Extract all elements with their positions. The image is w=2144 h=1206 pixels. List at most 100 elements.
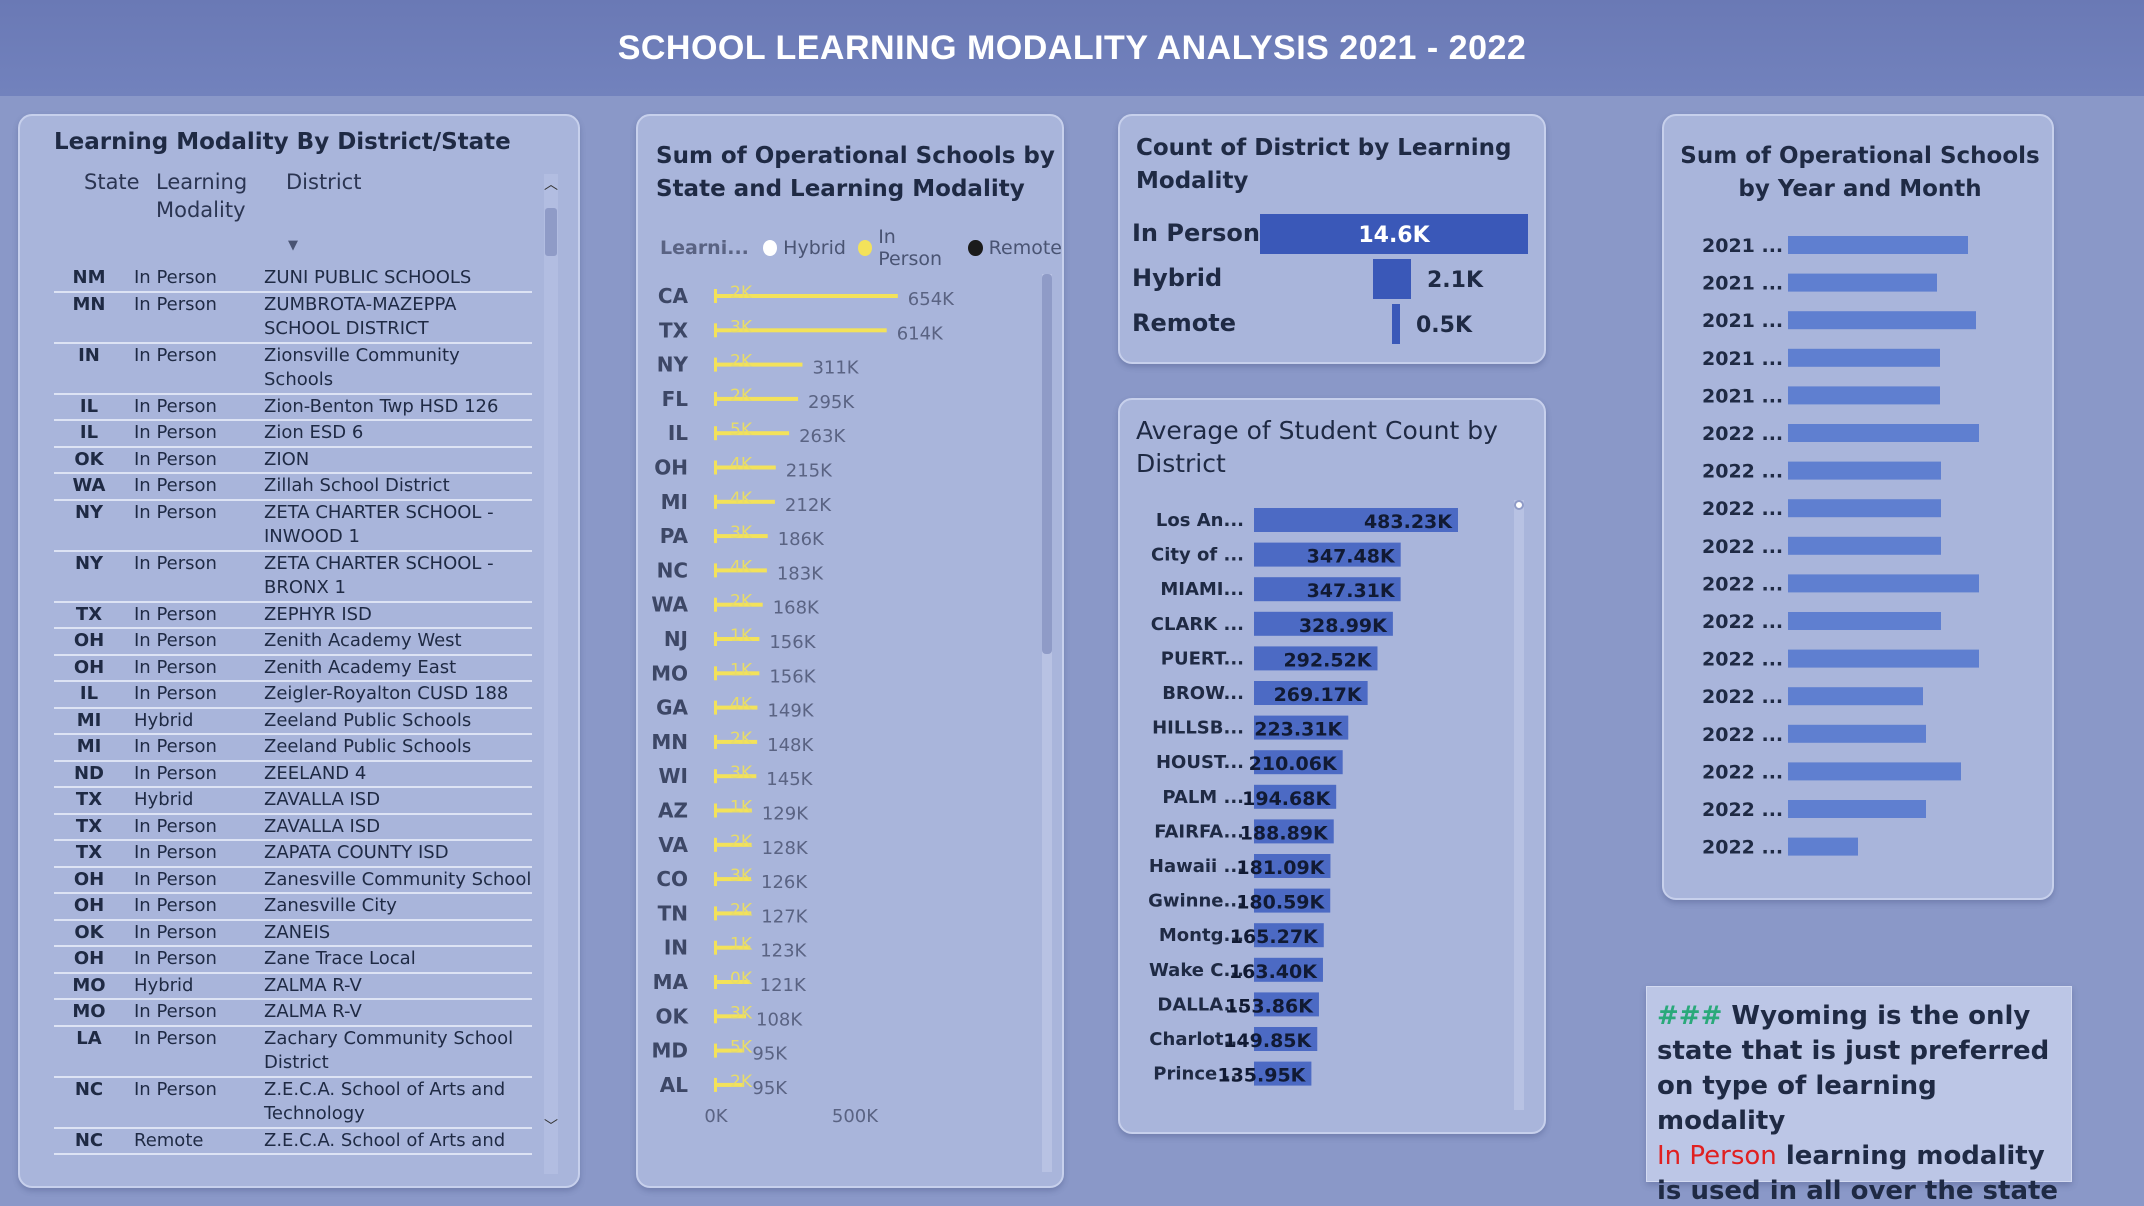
avg-student-data-label: 269.17K (1274, 684, 1363, 706)
row-district: Zeigler-Royalton CUSD 188 (264, 683, 509, 704)
in-person-bar (716, 465, 776, 470)
row-modality: In Person (134, 1001, 217, 1022)
sort-descending-icon[interactable]: ▼ (288, 238, 298, 253)
avg-student-bar (1254, 888, 1331, 913)
table-row[interactable]: WA In Person Zillah School District (54, 474, 532, 501)
scroll-up-icon[interactable]: ︿ (544, 177, 558, 193)
modality-bar (1373, 259, 1411, 299)
avg-student-bar (1254, 1061, 1312, 1086)
table-row[interactable]: ND In Person ZEELAND 4 (54, 762, 532, 788)
state-chart-scrollbar-thumb[interactable] (1042, 274, 1052, 654)
in-person-data-label: 128K (762, 838, 809, 859)
table-row[interactable]: OK In Person ZANEIS (54, 921, 532, 947)
table-row[interactable]: OH In Person Zenith Academy East (54, 656, 532, 682)
hybrid-data-label: 2K (730, 592, 753, 612)
row-district: Zeeland Public Schools (264, 736, 472, 757)
district-tick-label: Wake C... (1149, 960, 1244, 981)
avg-student-bar (1254, 577, 1401, 602)
in-person-bar (716, 499, 775, 504)
avg-student-bar (1254, 715, 1349, 740)
table-row[interactable]: OH In Person Zanesville Community School (54, 868, 532, 894)
district-tick-label: FAIRFA... (1154, 821, 1244, 842)
legend-hybrid[interactable]: Hybrid (783, 237, 846, 259)
column-header-district[interactable]: District (286, 170, 362, 194)
note-hashes: ### (1657, 1001, 1723, 1031)
row-state: ND (73, 762, 104, 784)
table-row[interactable]: IL In Person Zion ESD 6 (54, 421, 532, 448)
state-chart-svg: CA 2K 654K TX 3K 614K NY 2K 311K FL 2K 295K IL 5K 263K… (651, 283, 955, 1127)
column-header-state[interactable]: State (84, 170, 140, 194)
table-row[interactable]: NC In Person Z.E.C.A. School of Arts and T… (54, 1078, 532, 1129)
in-person-bar (716, 774, 757, 779)
district-tick-label: HILLSB... (1152, 718, 1244, 739)
table-row[interactable]: TX In Person ZAVALLA ISD (54, 815, 532, 841)
state-chart-scrollbar[interactable] (1042, 274, 1052, 1172)
modality-data-label: 2.1K (1427, 268, 1484, 293)
year-month-tick-label: 2022 ... (1702, 498, 1783, 520)
hybrid-bar (714, 391, 717, 406)
in-person-bar (716, 396, 799, 401)
table-row[interactable]: MN In Person ZUMBROTA-MAZEPPA SCHOOL DISTR… (54, 293, 532, 344)
row-state: MN (72, 293, 106, 315)
table-row[interactable]: MO In Person ZALMA R-V (54, 1000, 532, 1027)
in-person-data-label: 95K (752, 1078, 788, 1099)
table-row[interactable]: NC Remote Z.E.C.A. School of Arts and (54, 1129, 532, 1155)
table-row[interactable]: LA In Person Zachary Community School Dist… (54, 1027, 532, 1078)
state-tick-label: WA (651, 593, 688, 617)
state-tick-label: MO (651, 661, 688, 685)
table-row[interactable]: MI In Person Zeeland Public Schools (54, 735, 532, 762)
year-month-bar (1788, 687, 1923, 706)
avg-student-data-label: 135.95K (1217, 1065, 1306, 1087)
hybrid-bar (714, 289, 717, 303)
row-modality: In Person (134, 683, 217, 704)
column-header-modality[interactable]: Learning Modality (156, 170, 248, 222)
table-body: NM In Person ZUNI PUBLIC SCHOOLS MN In Perso… (54, 266, 532, 1155)
state-tick-label: MN (651, 730, 688, 754)
table-row[interactable]: IN In Person Zionsville Community Schools (54, 344, 532, 395)
table-row[interactable]: TX In Person ZEPHYR ISD (54, 603, 532, 629)
in-person-data-label: 95K (752, 1044, 788, 1065)
row-district: Zachary Community School District (264, 1027, 514, 1074)
district-modality-title: Count of District by Learning Modality (1136, 132, 1511, 198)
row-modality: In Person (134, 475, 217, 496)
table-row[interactable]: OH In Person Zenith Academy West (54, 629, 532, 656)
year-month-tick-label: 2022 ... (1702, 573, 1783, 595)
note-line2: learning modality is used in all over th… (1657, 1141, 2059, 1206)
state-tick-label: WI (658, 764, 688, 788)
row-modality: In Person (134, 630, 217, 651)
state-tick-label: VA (658, 833, 688, 857)
table-row[interactable]: MO Hybrid ZALMA R-V (54, 974, 532, 1000)
hybrid-data-label: 2K (730, 352, 753, 372)
table-row[interactable]: NM In Person ZUNI PUBLIC SCHOOLS (54, 266, 532, 293)
legend-in-person[interactable]: In Person (878, 226, 943, 270)
legend-remote[interactable]: Remote (988, 237, 1062, 259)
row-state: MI (76, 736, 102, 757)
row-modality: In Person (134, 344, 217, 366)
table-row[interactable]: OK In Person ZION (54, 448, 532, 474)
row-district: Zanesville Community School (264, 868, 532, 890)
table-title: Learning Modality By District/State (54, 129, 511, 155)
row-district: Zionsville Community Schools (264, 344, 460, 391)
table-row[interactable]: IL In Person Zion-Benton Twp HSD 126 (54, 395, 532, 421)
table-row[interactable]: TX Hybrid ZAVALLA ISD (54, 788, 532, 815)
hybrid-data-label: 1K (730, 660, 753, 680)
row-modality: In Person (134, 815, 217, 837)
in-person-bar (716, 911, 752, 916)
in-person-bar (716, 328, 887, 333)
table-row[interactable]: OH In Person Zanesville City (54, 894, 532, 921)
table-scrollbar-thumb[interactable] (545, 208, 557, 256)
scroll-down-icon[interactable]: ﹀ (544, 1119, 558, 1135)
table-scrollbar[interactable] (544, 174, 558, 1174)
table-row[interactable]: IL In Person Zeigler-Royalton CUSD 188 (54, 682, 532, 709)
avg-student-scrollbar-thumb[interactable] (1514, 500, 1524, 510)
table-row[interactable]: MI Hybrid Zeeland Public Schools (54, 709, 532, 735)
avg-student-scrollbar[interactable] (1514, 500, 1524, 1110)
year-month-bar (1788, 311, 1976, 330)
table-row[interactable]: OH In Person Zane Trace Local (54, 947, 532, 974)
year-month-tick-label: 2021 ... (1702, 348, 1783, 370)
hybrid-data-label: 4K (730, 557, 753, 577)
avg-student-data-label: 292.52K (1283, 649, 1372, 671)
table-row[interactable]: TX In Person ZAPATA COUNTY ISD (54, 841, 532, 868)
table-row[interactable]: NY In Person ZETA CHARTER SCHOOL - INWOOD … (54, 501, 532, 552)
table-row[interactable]: NY In Person ZETA CHARTER SCHOOL - BRONX 1 (54, 552, 532, 603)
